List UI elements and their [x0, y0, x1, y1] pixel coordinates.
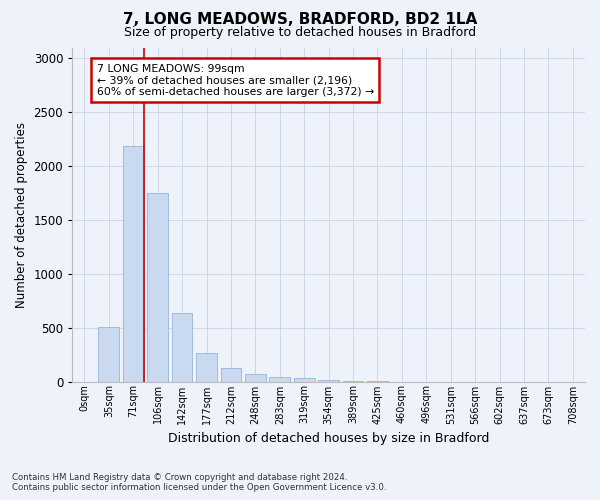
Bar — [147, 193, 168, 382]
Bar — [245, 374, 266, 382]
Bar — [269, 377, 290, 382]
Bar — [221, 368, 241, 382]
X-axis label: Distribution of detached houses by size in Bradford: Distribution of detached houses by size … — [168, 432, 489, 445]
Bar — [318, 380, 339, 382]
Text: Size of property relative to detached houses in Bradford: Size of property relative to detached ho… — [124, 26, 476, 39]
Text: 7 LONG MEADOWS: 99sqm
← 39% of detached houses are smaller (2,196)
60% of semi-d: 7 LONG MEADOWS: 99sqm ← 39% of detached … — [97, 64, 374, 97]
Bar — [343, 381, 364, 382]
Bar — [98, 326, 119, 382]
Y-axis label: Number of detached properties: Number of detached properties — [15, 122, 28, 308]
Text: Contains HM Land Registry data © Crown copyright and database right 2024.
Contai: Contains HM Land Registry data © Crown c… — [12, 473, 386, 492]
Bar — [196, 354, 217, 382]
Bar — [172, 313, 193, 382]
Bar — [123, 146, 143, 382]
Bar — [294, 378, 314, 382]
Text: 7, LONG MEADOWS, BRADFORD, BD2 1LA: 7, LONG MEADOWS, BRADFORD, BD2 1LA — [123, 12, 477, 28]
